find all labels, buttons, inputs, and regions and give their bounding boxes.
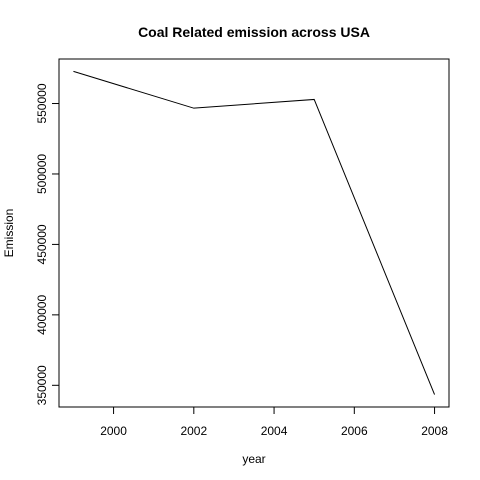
y-tick-label: 550000 — [35, 83, 49, 123]
series-points — [72, 70, 435, 395]
x-tick-label: 2002 — [180, 424, 207, 438]
y-tick-label: 350000 — [35, 365, 49, 405]
x-tick-label: 2008 — [421, 424, 448, 438]
x-tick-label: 2004 — [261, 424, 288, 438]
y-axis-label: Emission — [2, 209, 16, 258]
emission-series-line — [73, 70, 436, 395]
x-tick-label: 2006 — [341, 424, 368, 438]
x-axis: 2000 2002 2004 2006 2008 — [100, 407, 448, 438]
y-tick-label: 400000 — [35, 295, 49, 335]
x-axis-label: year — [242, 452, 265, 466]
y-tick-label: 450000 — [35, 224, 49, 264]
y-tick-label: 500000 — [35, 154, 49, 194]
plot-frame — [58, 58, 450, 408]
chart-title: Coal Related emission across USA — [138, 24, 370, 40]
x-tick-label: 2000 — [100, 424, 127, 438]
y-axis: 350000 400000 450000 500000 550000 — [35, 83, 59, 405]
